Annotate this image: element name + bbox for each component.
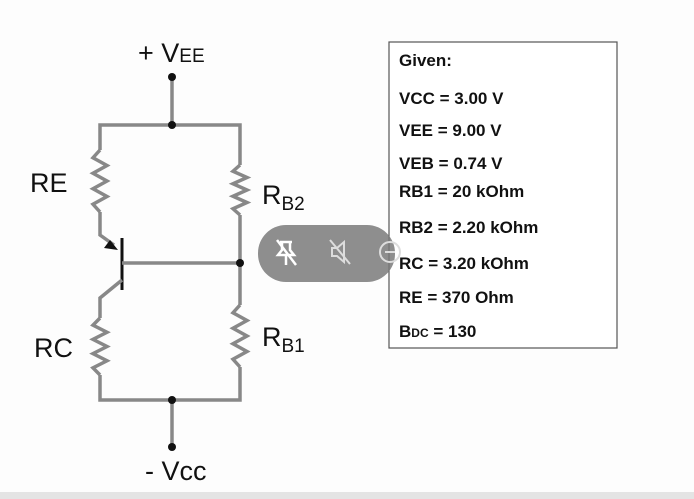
label-sub: B1 — [282, 336, 305, 357]
given-box — [388, 41, 618, 349]
mute-icon[interactable] — [329, 239, 351, 265]
label-sub: DC — [411, 326, 429, 340]
resistor — [228, 163, 252, 217]
resistor — [89, 316, 111, 377]
minimize-icon[interactable] — [379, 241, 401, 263]
rc-label: RC — [34, 333, 73, 363]
pin-off-icon[interactable] — [275, 239, 297, 266]
given-line: RB2 = 2.20 kOhm — [399, 218, 538, 237]
label-rest: = 130 — [429, 322, 477, 341]
given-line: VEB = 0.74 V — [399, 154, 503, 173]
given-line: RC = 3.20 kOhm — [399, 254, 529, 273]
media-overlay — [258, 225, 401, 282]
node — [236, 259, 244, 267]
given-line: RB1 = 20 kOhm — [399, 182, 524, 201]
given-line: VCC = 3.00 V — [399, 89, 504, 108]
given-title: Given: — [399, 51, 452, 70]
wire — [98, 278, 124, 318]
label-main: + V — [138, 38, 179, 68]
resistor — [89, 148, 111, 214]
rb1-label: RB1 — [262, 322, 305, 357]
node — [168, 396, 176, 404]
label-main: R — [262, 322, 282, 352]
emitter-arrow — [104, 240, 118, 250]
supply-top-label: + VEE — [138, 38, 205, 68]
given-line: VEE = 9.00 V — [399, 121, 502, 140]
given-lines: VCC = 3.00 V VEE = 9.00 V VEB = 0.74 V RB1 … — [399, 89, 538, 307]
label-sub: B2 — [282, 194, 305, 215]
resistor — [229, 303, 251, 369]
given-line: BDC = 130 — [399, 322, 476, 341]
bottom-bar — [0, 492, 694, 499]
circuit — [89, 73, 252, 451]
node — [168, 121, 176, 129]
given-line: RE = 370 Ohm — [399, 288, 514, 307]
rb2-label: RB2 — [262, 180, 305, 215]
label-sub: EE — [179, 46, 204, 67]
label-main: B — [399, 322, 411, 341]
node — [168, 443, 176, 451]
label-main: R — [262, 180, 282, 210]
node — [168, 73, 176, 81]
overlay-pill — [258, 225, 395, 282]
re-label: RE — [30, 168, 68, 198]
supply-bottom-label: - Vcc — [145, 456, 207, 486]
